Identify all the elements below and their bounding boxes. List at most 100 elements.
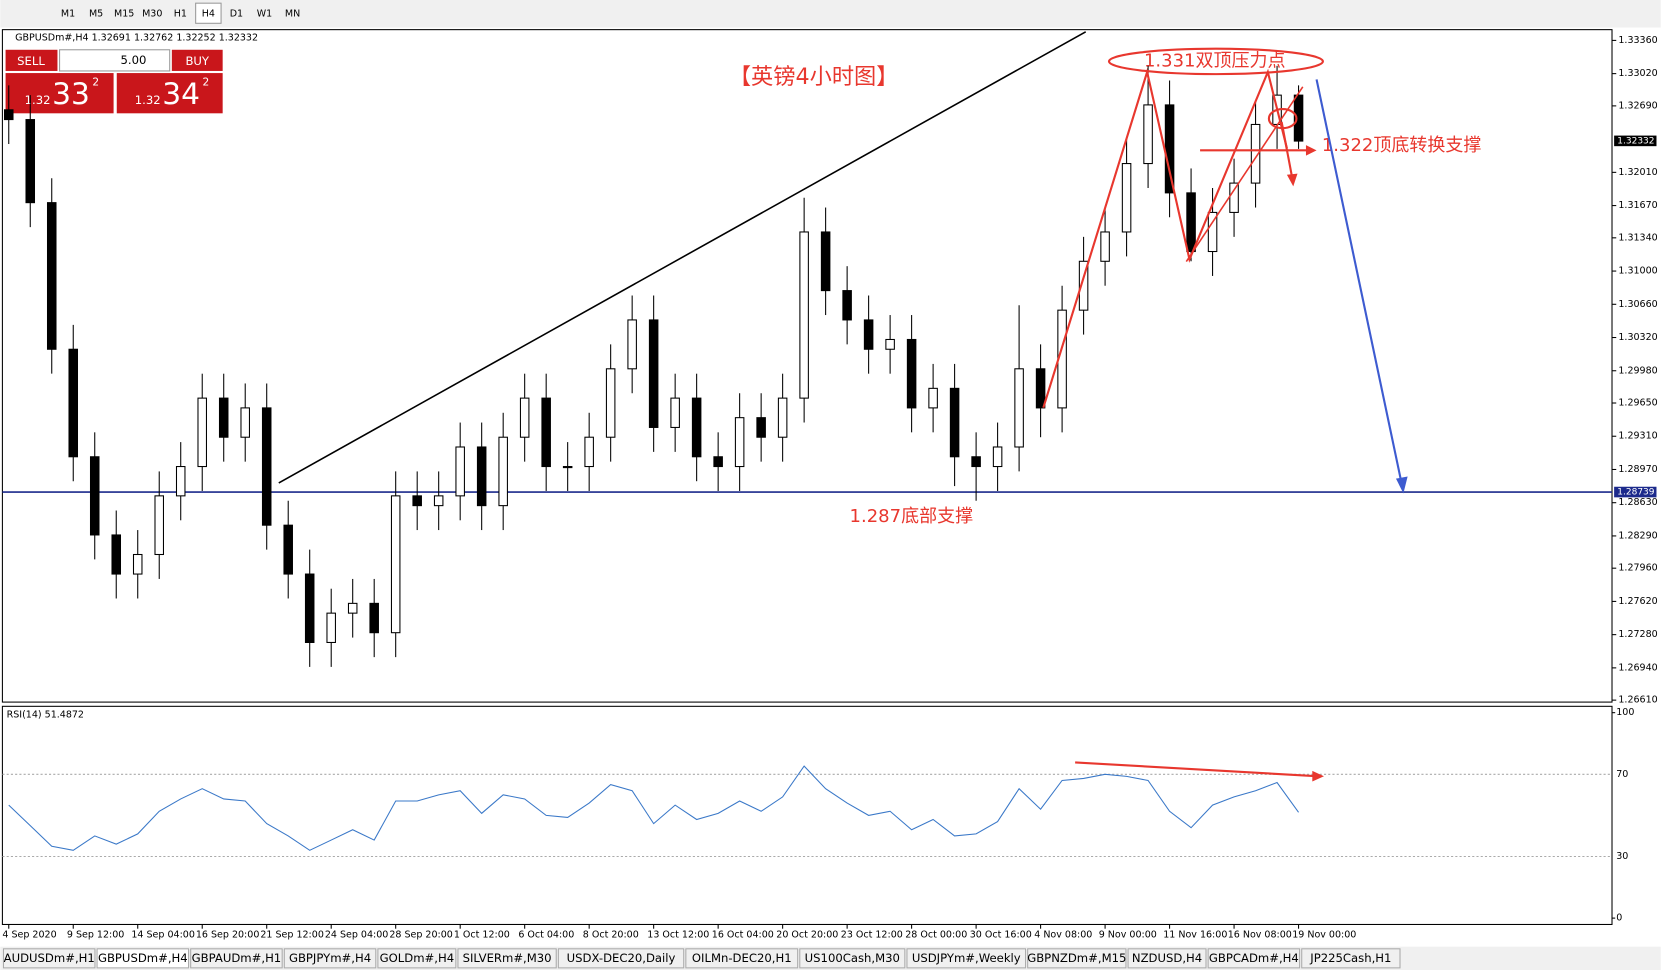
candle-body <box>412 495 422 507</box>
rsi-tick-label: 30 <box>1616 851 1628 862</box>
candle-body <box>971 456 981 468</box>
candle-body <box>111 534 122 575</box>
y-tick-label: 1.30660 <box>1618 299 1657 310</box>
candle-body <box>949 387 960 458</box>
candle-body <box>476 446 487 507</box>
tab[interactable] <box>1301 948 1401 969</box>
rsi-line <box>8 765 1299 851</box>
candle-body <box>1078 260 1089 311</box>
x-tick-label: 21 Sep 12:00 <box>260 930 324 941</box>
tab[interactable] <box>2 948 96 969</box>
timeframe-button[interactable]: H4 <box>202 8 215 19</box>
drawings <box>278 31 1408 782</box>
y-tick-label: 1.29310 <box>1618 431 1657 442</box>
candle-body <box>1035 368 1046 409</box>
y-tick-label: 1.27280 <box>1618 629 1657 640</box>
candle-body <box>562 466 573 469</box>
bid-label: 1.32332 <box>1617 136 1654 146</box>
candle-body <box>928 387 938 409</box>
tab[interactable] <box>685 948 799 969</box>
tab[interactable] <box>457 948 557 969</box>
tab-label: GBPNZDm#,M15 <box>1027 951 1126 965</box>
tab[interactable] <box>906 948 1027 969</box>
lot-value: 5.00 <box>121 53 147 67</box>
tab[interactable] <box>283 948 377 969</box>
tab-label: OILMn-DEC20,H1 <box>692 951 792 965</box>
x-tick-label: 9 Nov 00:00 <box>1099 930 1157 941</box>
tab-label: GBPAUDm#,H1 <box>192 951 282 965</box>
candle-body <box>132 553 143 575</box>
lot-input[interactable] <box>59 49 171 72</box>
sell-button[interactable] <box>5 49 58 71</box>
candle-body <box>369 602 379 634</box>
tab[interactable] <box>557 948 685 969</box>
bottom-support-note: 1.287底部支撑 <box>850 506 974 527</box>
candle-body <box>1293 94 1304 142</box>
timeframe-button[interactable]: M5 <box>89 8 103 19</box>
buy-button[interactable] <box>171 49 223 71</box>
candle-body <box>541 397 551 468</box>
arrow-head <box>1395 476 1408 494</box>
timeframe-button[interactable]: W1 <box>257 8 272 19</box>
tab-label: GBPCADm#,H4 <box>1209 951 1299 965</box>
x-tick-label: 16 Sep 20:00 <box>196 930 260 941</box>
x-tick-label: 4 Nov 08:00 <box>1034 930 1092 941</box>
timeframe-button[interactable]: M30 <box>142 8 162 19</box>
y-tick-label: 1.31000 <box>1618 266 1657 277</box>
x-tick-label: 19 Nov 00:00 <box>1292 930 1356 941</box>
timeframe-button[interactable]: MN <box>285 8 300 19</box>
y-tick-label: 1.32010 <box>1618 167 1657 178</box>
y-tick-label: 1.28630 <box>1618 497 1657 508</box>
symbol-header: GBPUSDm#,H4 1.32691 1.32762 1.32252 1.32… <box>15 33 258 44</box>
level-label: 1.28739 <box>1617 488 1654 498</box>
tab-label: SILVERm#,M30 <box>463 951 552 965</box>
timeframe-button[interactable]: H1 <box>174 8 187 19</box>
timeframe-button[interactable]: M1 <box>61 8 75 19</box>
timeframe-button[interactable]: D1 <box>230 8 243 19</box>
tab[interactable] <box>1027 948 1127 969</box>
buy-pips: 34 <box>162 76 200 111</box>
candle-body <box>605 368 616 438</box>
timeframe-button[interactable]: M15 <box>114 8 134 19</box>
toolbar <box>0 0 1661 28</box>
x-tick-label: 1 Oct 12:00 <box>454 930 510 941</box>
candle-body <box>1100 231 1110 262</box>
candle-body <box>863 319 874 350</box>
candle-body <box>627 319 637 370</box>
y-tick-label: 1.31340 <box>1618 232 1657 243</box>
candle-body <box>519 397 530 438</box>
candle-body <box>906 338 917 409</box>
trend-line <box>278 31 1087 484</box>
candle-body <box>3 109 14 121</box>
candle-body <box>1250 123 1261 184</box>
tab[interactable] <box>377 948 457 969</box>
y-tick-label: 1.26940 <box>1618 662 1657 673</box>
candle-body <box>89 456 100 536</box>
candle-body <box>455 446 465 497</box>
chart-title: 【英镑4小时图】 <box>729 64 899 90</box>
rsi-tick-label: 70 <box>1616 769 1628 780</box>
tab-label: US100Cash,M30 <box>805 951 900 965</box>
tab[interactable] <box>96 948 190 969</box>
tab[interactable] <box>799 948 906 969</box>
candle-body <box>713 456 723 468</box>
candle-body <box>799 231 809 399</box>
candle-body <box>756 417 766 438</box>
rsi-tick-label: 0 <box>1616 913 1622 924</box>
x-tick-label: 13 Oct 12:00 <box>647 930 709 941</box>
tab[interactable] <box>1127 948 1207 969</box>
buy-frac: 2 <box>203 77 210 89</box>
candle-body <box>777 397 788 438</box>
tab[interactable] <box>190 948 283 969</box>
candle-body <box>390 495 401 634</box>
buy-price-box[interactable] <box>116 73 223 114</box>
tab-label: USDJPYm#,Weekly <box>912 951 1021 965</box>
buy-big: 1.32 <box>135 93 161 107</box>
tab[interactable] <box>1207 948 1301 969</box>
support-switch-note: 1.322顶底转换支撑 <box>1322 135 1482 156</box>
candle-body <box>1143 104 1153 165</box>
tab-label: GBPUSDm#,H4 <box>98 951 188 965</box>
sell-price-box[interactable] <box>5 73 114 114</box>
y-tick-label: 1.27620 <box>1618 596 1657 607</box>
